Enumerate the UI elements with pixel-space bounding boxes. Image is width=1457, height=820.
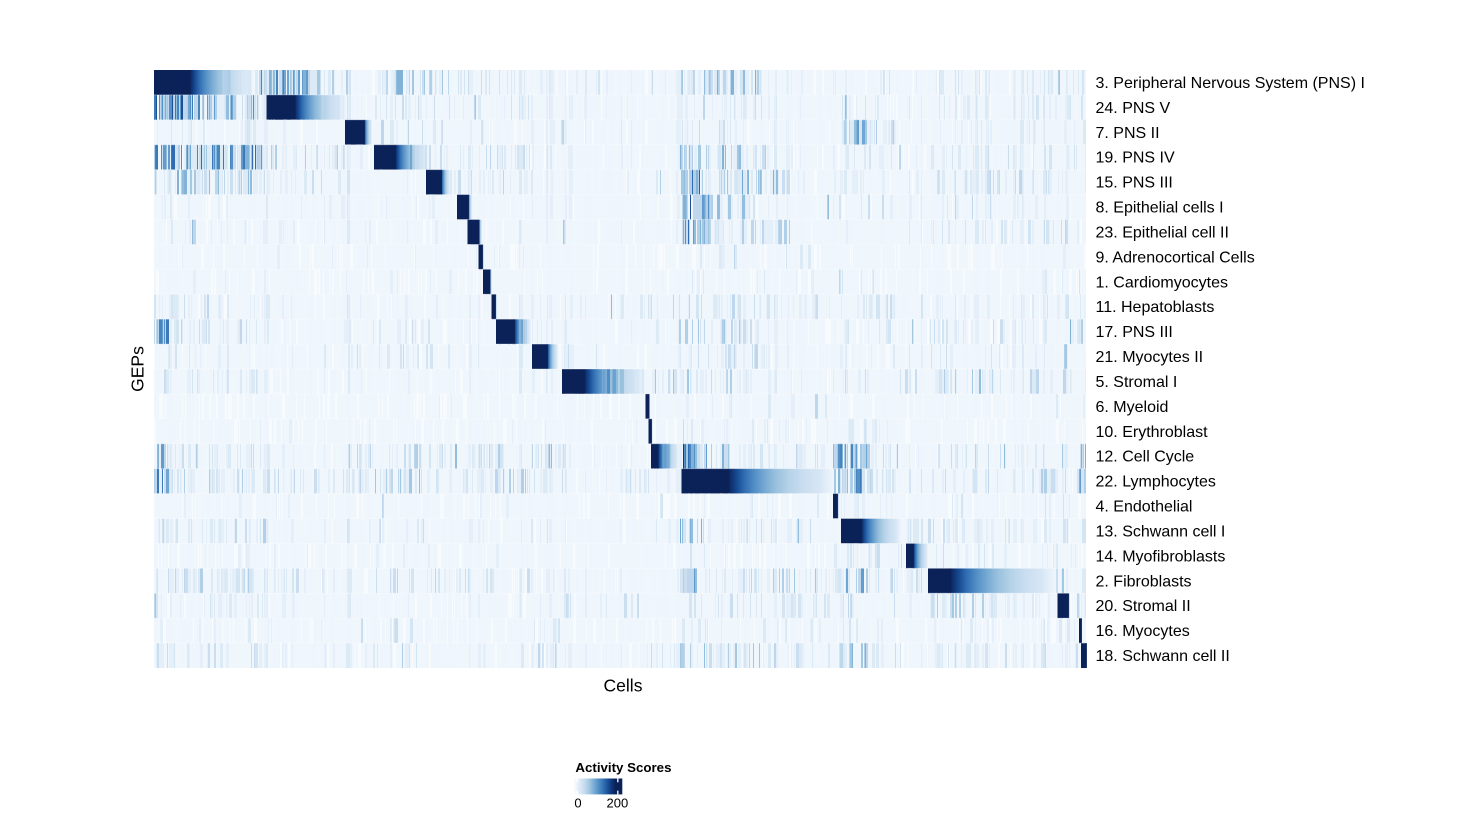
svg-text:12. Cell Cycle: 12. Cell Cycle xyxy=(1096,449,1195,466)
svg-text:5. Stromal I: 5. Stromal I xyxy=(1096,374,1178,391)
svg-text:13. Schwann cell I: 13. Schwann cell I xyxy=(1096,523,1226,540)
svg-text:10. Erythroblast: 10. Erythroblast xyxy=(1096,424,1209,441)
svg-text:Cells: Cells xyxy=(604,676,643,696)
svg-text:21. Myocytes II: 21. Myocytes II xyxy=(1096,349,1204,366)
svg-text:14. Myofibroblasts: 14. Myofibroblasts xyxy=(1096,548,1226,565)
svg-text:11. Hepatoblasts: 11. Hepatoblasts xyxy=(1096,299,1215,316)
svg-text:8. Epithelial cells I: 8. Epithelial cells I xyxy=(1096,200,1224,217)
svg-text:1. Cardiomyocytes: 1. Cardiomyocytes xyxy=(1096,274,1229,291)
svg-text:18. Schwann cell II: 18. Schwann cell II xyxy=(1096,648,1230,665)
svg-text:0: 0 xyxy=(574,795,581,810)
svg-text:3. Peripheral Nervous System (: 3. Peripheral Nervous System (PNS) I xyxy=(1096,75,1365,92)
svg-text:23. Epithelial cell II: 23. Epithelial cell II xyxy=(1096,224,1229,241)
svg-text:15. PNS III: 15. PNS III xyxy=(1096,175,1173,192)
svg-text:4. Endothelial: 4. Endothelial xyxy=(1096,499,1193,516)
svg-text:16. Myocytes: 16. Myocytes xyxy=(1096,623,1190,640)
svg-text:9. Adrenocortical Cells: 9. Adrenocortical Cells xyxy=(1096,249,1255,266)
svg-text:2. Fibroblasts: 2. Fibroblasts xyxy=(1096,573,1192,590)
svg-text:19. PNS IV: 19. PNS IV xyxy=(1096,150,1175,167)
svg-text:24. PNS V: 24. PNS V xyxy=(1096,100,1171,117)
svg-text:7. PNS II: 7. PNS II xyxy=(1096,125,1160,142)
svg-text:6. Myeloid: 6. Myeloid xyxy=(1096,399,1169,416)
svg-text:Activity Scores: Activity Scores xyxy=(575,760,671,775)
svg-text:20. Stromal II: 20. Stromal II xyxy=(1096,598,1191,615)
svg-text:GEPs: GEPs xyxy=(128,346,148,392)
svg-text:22. Lymphocytes: 22. Lymphocytes xyxy=(1096,474,1216,491)
svg-text:200: 200 xyxy=(607,795,629,810)
svg-text:17. PNS III: 17. PNS III xyxy=(1096,324,1173,341)
